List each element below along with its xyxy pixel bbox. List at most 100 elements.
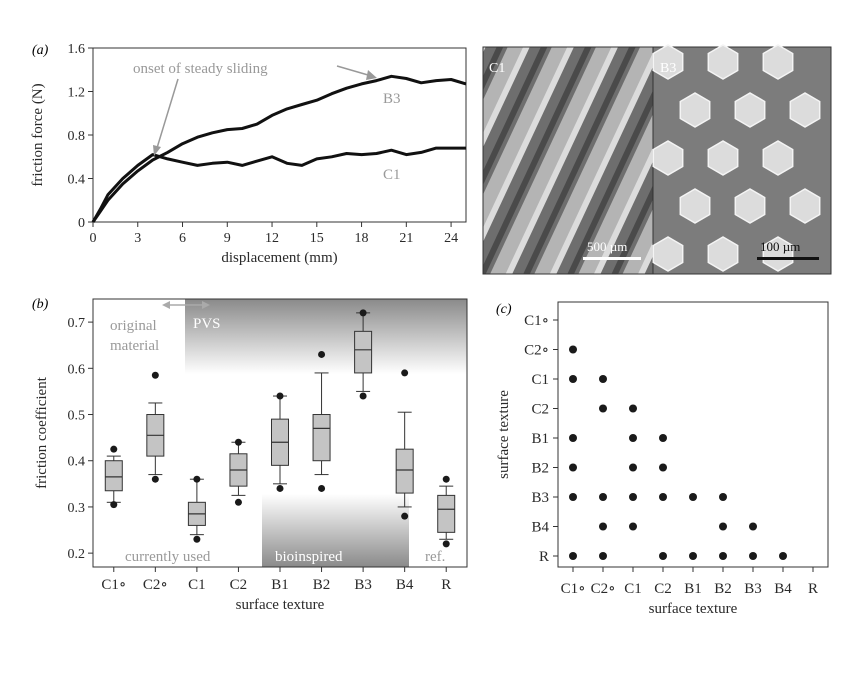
chart-a-ytick-label: 1.2 — [68, 86, 86, 101]
chart-b-xtick-label: C1∘ — [101, 577, 126, 593]
chart-c-xtick-label: C1∘ — [561, 581, 586, 597]
chart-c-xtick-label: R — [808, 581, 818, 597]
chart-c-frame — [557, 301, 829, 568]
chart-a-series-label-c1: C1 — [383, 167, 401, 183]
b3-arrow — [336, 65, 369, 76]
chart-a-ytick-label: 1.6 — [68, 42, 86, 57]
chart-a-series-c1 — [91, 146, 466, 223]
chart-a-ylabel: friction force (N) — [30, 83, 46, 186]
onset-annotation: onset of steady sliding — [133, 61, 268, 77]
chart-a: 0 3 6 9 12 15 18 21 24 0 0.4 0.8 1.2 1.6 displacement … — [30, 42, 467, 266]
chart-c-point — [719, 552, 727, 560]
chart-a-series-b3 — [91, 74, 467, 223]
chart-b: 0.2 0.3 0.4 0.5 0.6 0.7 C1∘ C2∘ C1 C2 B1 B2 B3 B4 Rsur… — [34, 298, 468, 613]
scale-bar-b3-label: 100 µm — [760, 239, 800, 254]
chart-c-point — [599, 522, 607, 531]
label-original-1: original — [110, 318, 157, 334]
chart-b-box — [437, 494, 456, 533]
hexagon-pillar — [652, 44, 684, 80]
label-pvs: PVS — [193, 316, 221, 332]
pvs-arrow-left — [162, 301, 170, 309]
hexagon-pillar — [652, 236, 684, 272]
chart-b-xlabel: surface texture — [236, 597, 325, 613]
chart-b-outlier — [318, 350, 326, 358]
chart-c-xtick-label: B4 — [774, 581, 792, 597]
panel-a-label: (a) — [32, 43, 49, 58]
chart-b-outlier — [234, 498, 242, 506]
chart-c-point — [659, 463, 667, 472]
chart-c-point — [749, 522, 757, 531]
sem-image-b3: B3 100 µm — [652, 44, 832, 275]
hexagon-pillar — [707, 44, 739, 80]
chart-c-ytick-label: B4 — [531, 520, 549, 536]
chart-c-point — [569, 434, 577, 442]
chart-c-point — [569, 493, 577, 501]
chart-c-ytick-label: C2 — [531, 402, 549, 418]
chart-b-outlier — [318, 484, 326, 492]
hexagon-pillar — [762, 140, 794, 176]
chart-c-point — [629, 434, 637, 442]
panel-c-label: (c) — [496, 302, 512, 317]
chart-b-ytick-label: 0.6 — [68, 362, 86, 377]
pvs-region — [185, 299, 467, 374]
sem-c1-label: C1 — [489, 61, 505, 76]
hexagon-pillar — [679, 92, 711, 128]
chart-c-xtick-label: B3 — [744, 581, 762, 597]
hexagon-pillar — [707, 236, 739, 272]
chart-b-outlier — [110, 445, 118, 453]
hexagon-pillar — [652, 140, 684, 176]
chart-a-series-label-b3: B3 — [383, 91, 401, 107]
hexagon-pillars — [652, 44, 821, 272]
chart-c-point — [599, 493, 607, 501]
b3-arrow-head — [366, 70, 377, 80]
chart-c-point — [599, 552, 607, 560]
onset-arrow-head — [153, 145, 161, 156]
chart-c-point — [779, 552, 787, 560]
chart-b-outlier — [151, 371, 159, 379]
chart-a-xtick-label: 9 — [224, 231, 231, 246]
chart-c-point — [569, 345, 577, 354]
chart-b-ytick-label: 0.2 — [68, 547, 86, 562]
chart-b-xtick-label: R — [441, 577, 451, 593]
chart-c-point — [629, 522, 637, 531]
chart-c-ytick-label: C2∘ — [524, 343, 549, 359]
chart-b-outlier — [442, 475, 450, 483]
chart-a-xtick-label: 0 — [90, 231, 97, 246]
panel-b: (b) 0.2 0.3 0.4 0.5 0.6 0.7 C1∘ C2∘ C1 C2 B1 B2 B3 B4… — [32, 297, 468, 613]
chart-b-outlier — [401, 512, 409, 520]
hexagon-pillar — [734, 92, 766, 128]
chart-c-point — [599, 375, 607, 383]
scale-bar-b3 — [757, 257, 819, 260]
chart-b-outlier — [442, 540, 450, 548]
chart-c-ylabel: surface texture — [496, 390, 512, 479]
chart-c-point — [659, 434, 667, 442]
chart-a-xtick-label: 6 — [179, 231, 186, 246]
chart-c-point — [569, 375, 577, 383]
chart-c-xtick-label: B1 — [684, 581, 702, 597]
chart-a-xtick-label: 12 — [265, 231, 279, 246]
chart-b-outlier — [276, 392, 284, 400]
scale-bar-c1 — [583, 257, 641, 260]
panel-b-label: (b) — [32, 297, 49, 312]
label-currently-used: currently used — [125, 549, 211, 565]
chart-c-point — [689, 493, 697, 501]
chart-c-point — [689, 552, 697, 560]
chart-b-ytick-label: 0.4 — [68, 455, 86, 470]
onset-arrow — [156, 78, 179, 149]
sem-image-c1: C1 500 µm — [482, 46, 654, 275]
chart-a-xlabel: displacement (mm) — [221, 250, 337, 266]
chart-b-xtick-label: B1 — [271, 577, 289, 593]
chart-c-xlabel: surface texture — [649, 601, 738, 617]
chart-c-ytick-label: B1 — [531, 431, 549, 447]
chart-c-point — [749, 552, 757, 560]
chart-c-point — [599, 404, 607, 413]
label-original-2: material — [110, 338, 159, 354]
label-bioinspired: bioinspired — [275, 549, 343, 565]
chart-a-xtick-label: 24 — [444, 231, 458, 246]
chart-b-xtick-label: C1 — [188, 577, 206, 593]
scale-bar-c1-label: 500 µm — [587, 239, 627, 254]
chart-c-point — [629, 463, 637, 472]
chart-a-xtick-label: 21 — [399, 231, 413, 246]
chart-b-ytick-label: 0.5 — [68, 409, 86, 424]
